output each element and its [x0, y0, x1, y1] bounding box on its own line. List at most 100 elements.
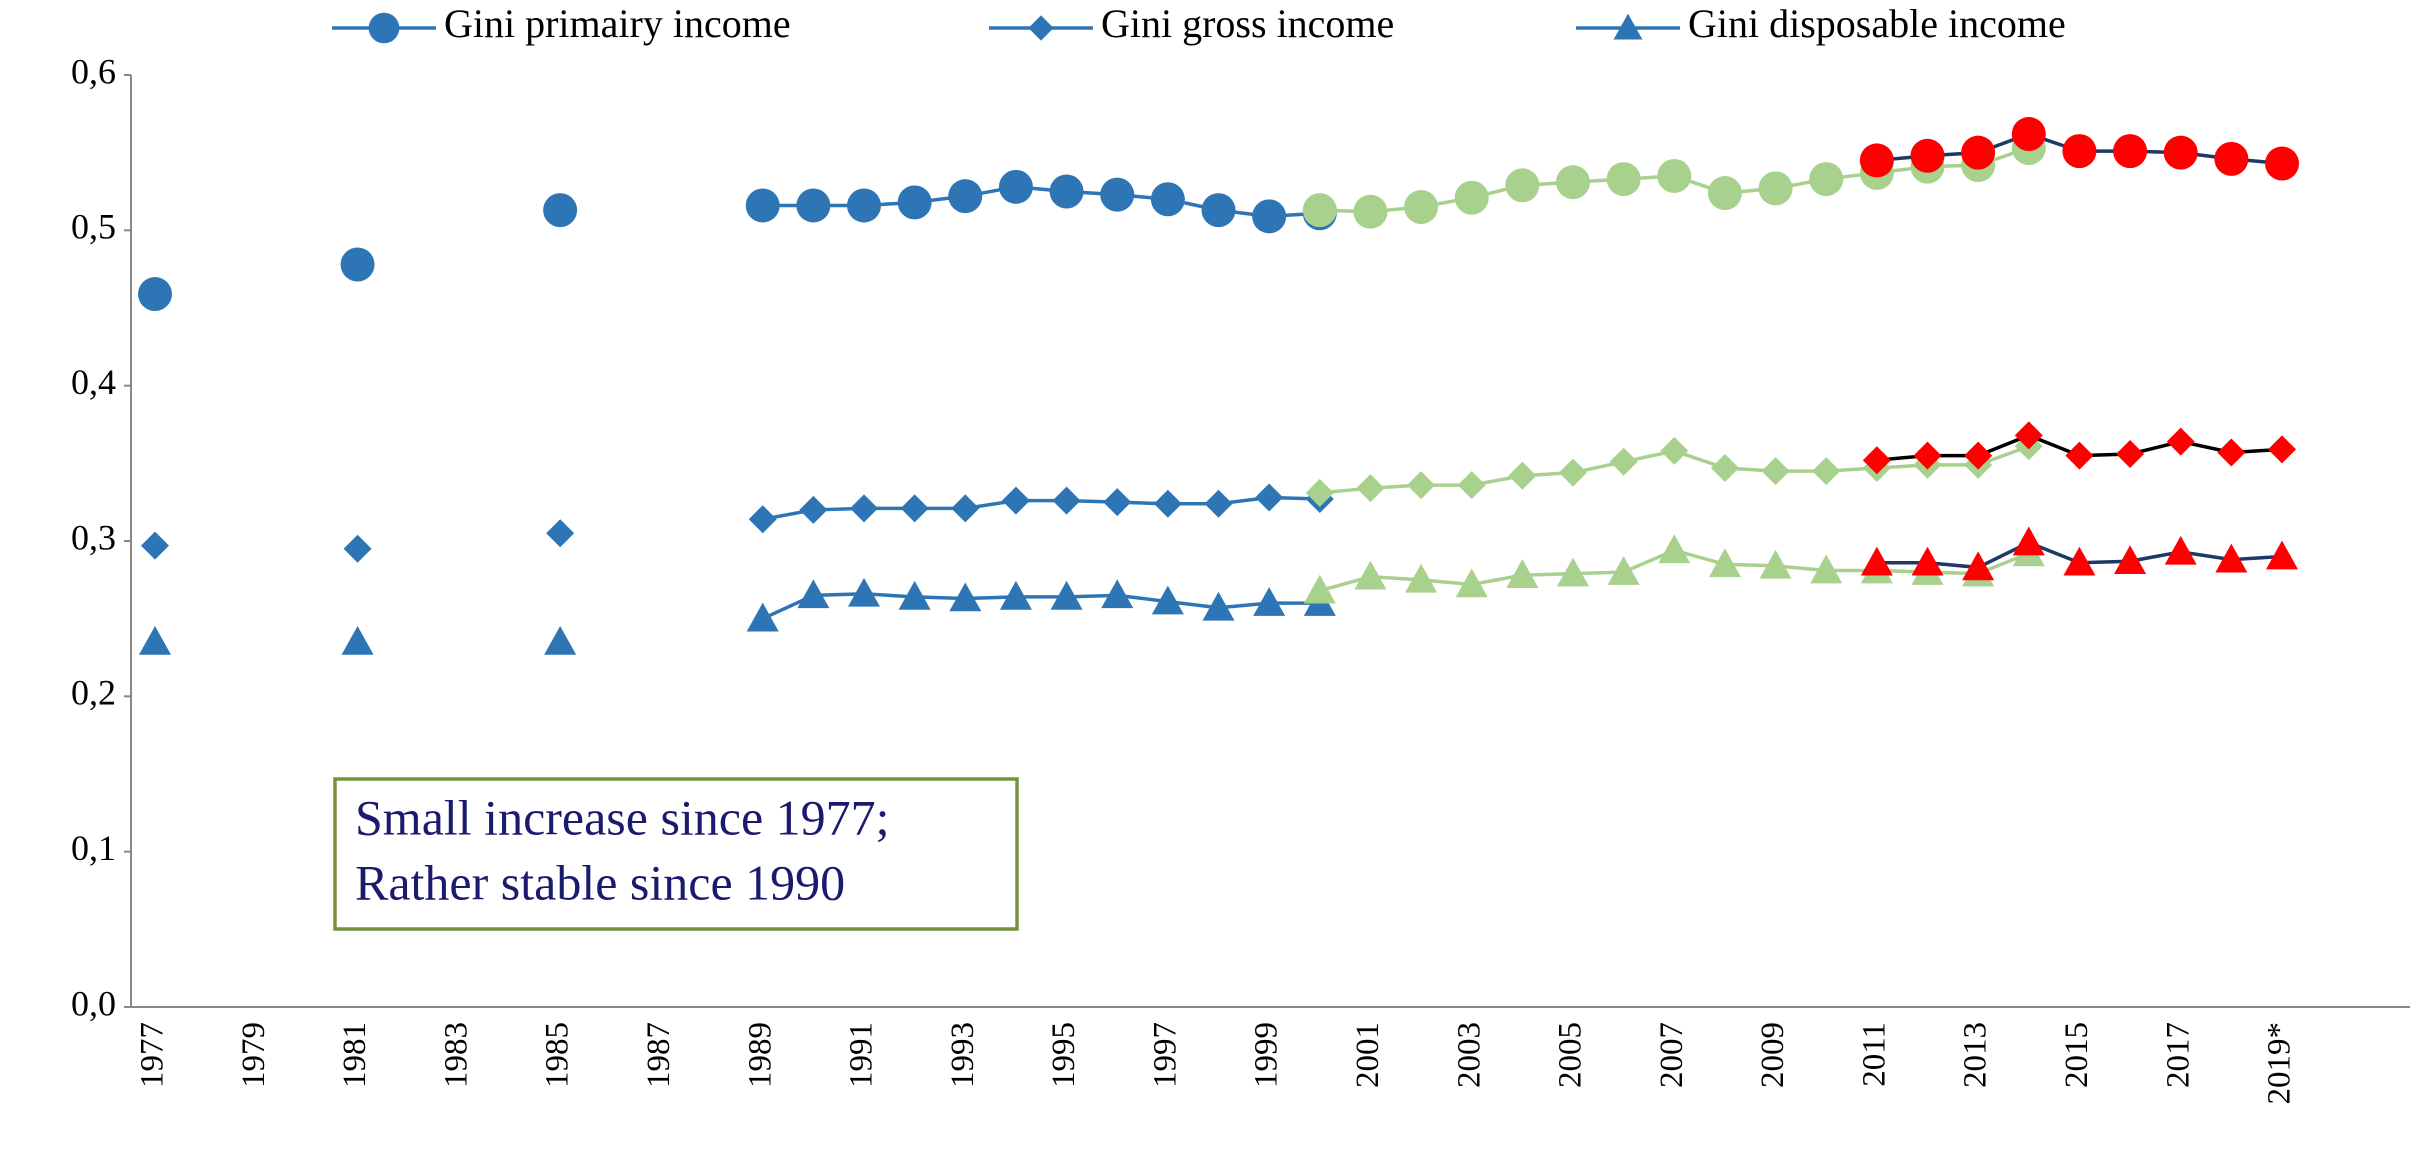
x-tick-label: 2019*	[2262, 1022, 2298, 1105]
x-tick-label: 1983	[438, 1022, 474, 1088]
point-marker	[1253, 587, 1286, 616]
series-line	[762, 185, 1320, 219]
x-tick-label: 2017	[2160, 1022, 2196, 1088]
point-marker	[1964, 441, 1993, 470]
y-tick-label: 0,6	[71, 51, 116, 91]
point-marker	[1710, 453, 1739, 482]
series-line	[762, 495, 1320, 521]
y-tick-label: 0,1	[71, 828, 116, 868]
legend-label: Gini gross income	[1101, 1, 1394, 46]
x-tick-label: 1989	[742, 1022, 778, 1088]
x-tick-label: 2011	[1856, 1022, 1892, 1087]
annotation-text: Rather stable since 1990	[355, 854, 845, 910]
x-tick-label: 1991	[844, 1022, 880, 1088]
point-marker	[1100, 177, 1135, 212]
point-marker	[850, 494, 878, 523]
point-marker	[1103, 488, 1132, 517]
point-marker	[1559, 458, 1587, 487]
point-marker	[1356, 474, 1385, 503]
legend-marker	[368, 12, 400, 44]
x-tick-label: 2015	[2059, 1022, 2095, 1088]
point-marker	[1405, 563, 1438, 593]
point-marker	[1508, 461, 1537, 490]
point-marker	[1153, 489, 1182, 518]
x-tick-label: 1977	[135, 1022, 171, 1088]
point-marker	[1404, 190, 1439, 225]
point-marker	[796, 188, 831, 223]
point-marker	[948, 179, 983, 214]
point-marker	[1305, 478, 1334, 507]
point-marker	[1202, 591, 1235, 621]
point-marker	[1204, 489, 1233, 518]
point-marker	[900, 494, 929, 523]
point-marker	[1302, 193, 1337, 228]
point-marker	[1913, 441, 1942, 470]
legend-label: Gini primairy income	[444, 1, 791, 46]
legend-marker	[1613, 13, 1643, 40]
point-marker	[1050, 580, 1083, 610]
point-marker	[898, 580, 931, 610]
annotation-box	[333, 777, 1019, 931]
point-marker	[343, 534, 372, 563]
point-marker	[1910, 138, 1945, 173]
point-marker	[1457, 471, 1486, 500]
point-marker	[340, 247, 375, 282]
point-marker	[1150, 182, 1185, 217]
point-marker	[2164, 535, 2197, 565]
series-line	[761, 592, 1320, 621]
point-marker	[1454, 180, 1489, 215]
x-tick-label: 1997	[1147, 1022, 1183, 1088]
point-marker	[848, 577, 880, 607]
point-marker	[998, 169, 1033, 204]
legend-label: Gini disposable income	[1688, 1, 2066, 46]
x-tick-label: 1993	[945, 1022, 981, 1088]
point-marker	[2268, 435, 2296, 464]
point-marker	[797, 579, 830, 609]
x-tick-label: 1999	[1249, 1022, 1285, 1088]
point-marker	[2062, 134, 2097, 169]
x-tick-label: 1985	[540, 1022, 576, 1088]
point-marker	[544, 625, 577, 655]
point-marker	[1812, 457, 1841, 486]
point-marker	[951, 494, 980, 523]
point-marker	[1708, 548, 1741, 578]
point-marker	[1353, 194, 1388, 229]
point-marker	[745, 188, 780, 223]
x-tick-label: 1979	[236, 1022, 272, 1088]
point-marker	[1657, 158, 1692, 193]
point-marker	[1658, 534, 1691, 564]
point-marker	[1255, 483, 1284, 512]
annotation-text: Small increase since 1977;	[355, 789, 890, 845]
point-marker	[2166, 427, 2195, 456]
y-tick-label: 0,5	[71, 207, 116, 247]
point-marker	[1810, 554, 1843, 584]
point-marker	[1707, 176, 1742, 211]
y-tick-label: 0,2	[71, 673, 116, 713]
point-marker	[897, 185, 932, 220]
point-marker	[2014, 421, 2043, 450]
point-marker	[2265, 146, 2299, 181]
point-marker	[2214, 141, 2249, 176]
point-marker	[1660, 436, 1689, 465]
point-marker	[2113, 134, 2148, 169]
point-marker	[1862, 446, 1891, 475]
point-marker	[2217, 438, 2246, 467]
point-marker	[1557, 557, 1589, 587]
point-marker	[1354, 560, 1387, 590]
x-tick-label: 2005	[1553, 1022, 1589, 1088]
point-marker	[2011, 117, 2046, 152]
point-marker	[1049, 174, 1084, 209]
x-tick-label: 1981	[337, 1022, 373, 1088]
point-marker	[1962, 551, 1995, 581]
point-marker	[746, 602, 779, 632]
point-marker	[1809, 162, 1844, 197]
point-marker	[1606, 162, 1641, 197]
point-marker	[1859, 143, 1894, 178]
point-marker	[2215, 543, 2248, 573]
point-marker	[1556, 165, 1590, 200]
point-marker	[141, 531, 169, 560]
point-marker	[949, 582, 982, 612]
point-marker	[1758, 171, 1793, 206]
